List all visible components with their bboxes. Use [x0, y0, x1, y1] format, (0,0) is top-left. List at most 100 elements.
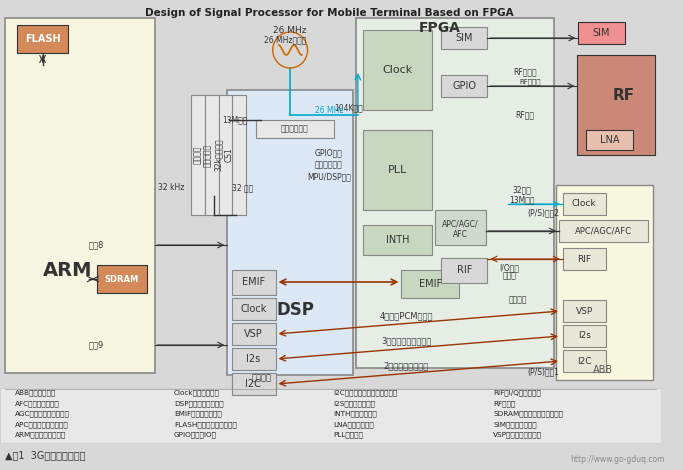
FancyBboxPatch shape — [232, 270, 276, 295]
FancyBboxPatch shape — [206, 188, 214, 204]
Text: FLASH：闪存电子式存储器: FLASH：闪存电子式存储器 — [174, 421, 237, 428]
Text: 时钟整形信号: 时钟整形信号 — [281, 125, 309, 133]
Text: 中断8: 中断8 — [89, 241, 104, 250]
Text: Clock：时钟控制器: Clock：时钟控制器 — [174, 390, 220, 396]
Text: I2C: I2C — [245, 379, 262, 389]
Text: SIM：用户识别模块: SIM：用户识别模块 — [493, 421, 537, 428]
Text: RF中断: RF中断 — [516, 110, 535, 119]
FancyBboxPatch shape — [441, 258, 488, 283]
Text: 26 MHz: 26 MHz — [273, 25, 307, 34]
Text: AFC：自动频率控制: AFC：自动频率控制 — [14, 400, 59, 407]
Text: I/O并行: I/O并行 — [500, 264, 520, 273]
Text: 数据线: 数据线 — [503, 272, 516, 281]
Text: FLASH: FLASH — [25, 34, 60, 44]
FancyBboxPatch shape — [435, 210, 486, 245]
Text: APC/AGC/: APC/AGC/ — [442, 219, 479, 228]
Text: 启式码块: 启式码块 — [251, 374, 271, 383]
Text: 发送时钟: 发送时钟 — [508, 296, 527, 305]
Text: SDRAM: SDRAM — [104, 274, 139, 283]
Text: LNA：位噪声放大: LNA：位噪声放大 — [334, 421, 374, 428]
FancyBboxPatch shape — [563, 325, 607, 347]
FancyBboxPatch shape — [232, 373, 276, 395]
FancyBboxPatch shape — [363, 130, 432, 210]
FancyBboxPatch shape — [97, 265, 147, 293]
Text: SIM: SIM — [456, 33, 473, 43]
Text: 26 MHz振荡器: 26 MHz振荡器 — [264, 36, 307, 45]
Text: (P/S)中断2: (P/S)中断2 — [527, 209, 559, 218]
Text: ABB: ABB — [592, 365, 613, 375]
Text: 32k时钟处理: 32k时钟处理 — [214, 139, 223, 171]
Text: 13M时钟: 13M时钟 — [222, 116, 248, 125]
FancyBboxPatch shape — [232, 298, 276, 320]
FancyBboxPatch shape — [579, 22, 625, 44]
Text: PLL: PLL — [388, 165, 407, 175]
Text: 13M时钟: 13M时钟 — [510, 196, 535, 204]
FancyBboxPatch shape — [577, 55, 655, 155]
Text: I2s: I2s — [578, 331, 591, 340]
Text: Clock: Clock — [572, 199, 596, 209]
Text: (P/S)中断1: (P/S)中断1 — [527, 368, 559, 376]
FancyBboxPatch shape — [563, 350, 607, 372]
Text: 2位数字显示控制线: 2位数字显示控制线 — [384, 361, 429, 370]
FancyBboxPatch shape — [191, 95, 205, 215]
Text: SDRAM：同步动态随机存储器: SDRAM：同步动态随机存储器 — [493, 411, 563, 417]
Text: 26 MHz: 26 MHz — [315, 105, 343, 115]
Text: GPIO：通用IO口: GPIO：通用IO口 — [174, 432, 217, 439]
Text: GPIO: GPIO — [452, 81, 476, 91]
Text: 104K时钟: 104K时钟 — [334, 103, 363, 112]
Text: 4位语音PCM数据线: 4位语音PCM数据线 — [380, 312, 433, 321]
Text: VSP: VSP — [576, 306, 593, 315]
FancyBboxPatch shape — [219, 95, 232, 215]
Text: 中断9: 中断9 — [89, 340, 104, 350]
Text: PLL：锁相环: PLL：锁相环 — [334, 432, 363, 439]
FancyBboxPatch shape — [256, 120, 334, 138]
Text: CS1: CS1 — [225, 148, 234, 162]
Text: Clock: Clock — [382, 65, 413, 75]
Text: 3位语音立体声数据线: 3位语音立体声数据线 — [381, 337, 432, 345]
Text: RF控制线: RF控制线 — [514, 68, 537, 77]
Text: APC/AGC/AFC: APC/AGC/AFC — [575, 227, 632, 235]
FancyBboxPatch shape — [205, 95, 219, 215]
FancyBboxPatch shape — [17, 25, 68, 53]
FancyBboxPatch shape — [232, 323, 276, 345]
Text: FPGA: FPGA — [419, 21, 461, 35]
Text: http://www.go-gduq.com: http://www.go-gduq.com — [570, 455, 665, 464]
Text: I2C: I2C — [577, 357, 591, 366]
FancyBboxPatch shape — [556, 185, 653, 380]
FancyBboxPatch shape — [363, 225, 432, 255]
Text: EMIF: EMIF — [242, 277, 265, 287]
Text: VSP: VSP — [244, 329, 263, 339]
Text: SIM: SIM — [593, 28, 611, 38]
Text: DSP：数字信号处理器: DSP：数字信号处理器 — [174, 400, 224, 407]
FancyBboxPatch shape — [402, 270, 460, 298]
Text: RF控制线: RF控制线 — [519, 78, 541, 85]
FancyBboxPatch shape — [559, 220, 648, 242]
FancyBboxPatch shape — [563, 248, 607, 270]
FancyBboxPatch shape — [563, 193, 607, 215]
Text: EMIF：外存储器接口: EMIF：外存储器接口 — [174, 411, 222, 417]
Text: ABB：基带处理器: ABB：基带处理器 — [14, 390, 56, 396]
FancyBboxPatch shape — [441, 75, 488, 97]
Text: I2C：两线式串行内部集成电路: I2C：两线式串行内部集成电路 — [334, 390, 398, 396]
Text: DSP: DSP — [276, 301, 314, 319]
FancyBboxPatch shape — [563, 300, 607, 322]
Text: AGC：自动接收增益控制: AGC：自动接收增益控制 — [14, 411, 70, 417]
Text: RIF: RIF — [456, 265, 472, 275]
FancyBboxPatch shape — [232, 348, 276, 370]
Text: RIF: RIF — [577, 254, 591, 264]
FancyBboxPatch shape — [363, 30, 432, 110]
FancyBboxPatch shape — [356, 18, 554, 368]
Text: VSP：语音信号处理器: VSP：语音信号处理器 — [493, 432, 542, 439]
Text: APC：自动发射功率控制: APC：自动发射功率控制 — [14, 421, 68, 428]
Text: LNA: LNA — [600, 135, 619, 145]
Text: I2S：海山控制总线: I2S：海山控制总线 — [334, 400, 376, 407]
Text: INTH: INTH — [386, 235, 409, 245]
Text: RF：射频: RF：射频 — [493, 400, 516, 407]
Text: RIF：I/Q数据控制器: RIF：I/Q数据控制器 — [493, 390, 541, 396]
Text: Clock: Clock — [240, 304, 266, 314]
Text: 32 kHz: 32 kHz — [158, 183, 184, 193]
FancyBboxPatch shape — [441, 27, 488, 49]
Text: AFC: AFC — [453, 229, 468, 238]
Text: 基准时图控制: 基准时图控制 — [315, 160, 343, 170]
Text: 拨号处理: 拨号处理 — [193, 146, 201, 164]
